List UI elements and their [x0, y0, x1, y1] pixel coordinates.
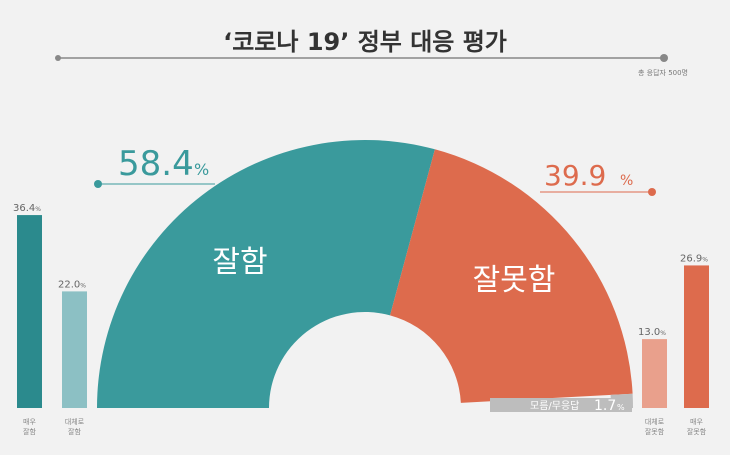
bar-value-3: 26.9% [680, 253, 708, 264]
bar-label-2-line1: 대체로 [645, 418, 665, 426]
slice-0 [97, 139, 435, 409]
bar-unit-0: % [35, 206, 41, 213]
callout-dot-good [94, 180, 102, 188]
title-rule-dot-right [660, 54, 668, 62]
bar-label-1-line2: 잘함 [68, 427, 81, 436]
bar-label-0-line1: 매우 [23, 418, 36, 426]
unit-bad: % [620, 173, 633, 189]
unit-good: % [194, 160, 209, 179]
bar-label-3-line2: 잘못함 [687, 427, 707, 436]
no-answer-strip [490, 398, 632, 412]
slice-label-good: 잘함 [212, 245, 267, 280]
no-answer-unit: % [617, 403, 625, 412]
slice-label-bad: 잘못함 [473, 263, 556, 298]
bar-label-0-line2: 잘함 [23, 427, 36, 436]
bar-label-1-line1: 대체로 [65, 418, 85, 426]
slice-1 [390, 149, 633, 403]
bar-unit-1: % [80, 282, 86, 289]
value-bad: 39.9 [544, 159, 606, 192]
bar-value-1: 22.0% [58, 279, 86, 290]
bar-value-2: 13.0% [638, 327, 666, 338]
bar-label-2-line2: 잘못함 [645, 427, 665, 436]
chart-title: ‘코로나 19’ 정부 대응 평가 [223, 28, 507, 56]
callout-dot-bad [648, 188, 656, 196]
title-rule-dot-left [55, 55, 61, 61]
bar-unit-2: % [660, 330, 666, 337]
no-answer-value: 1.7 [594, 398, 616, 414]
no-answer-label: 모름/무응답 [530, 400, 579, 412]
bar-2 [642, 339, 667, 408]
bar-label-3-line1: 매우 [690, 418, 703, 426]
value-good: 58.4 [118, 144, 194, 184]
bar-0 [17, 215, 42, 408]
respondent-count: 총 응답자 500명 [637, 69, 688, 77]
bar-unit-3: % [702, 256, 708, 263]
bar-3 [684, 265, 709, 408]
bar-1 [62, 291, 87, 408]
bar-value-0: 36.4% [13, 203, 41, 214]
